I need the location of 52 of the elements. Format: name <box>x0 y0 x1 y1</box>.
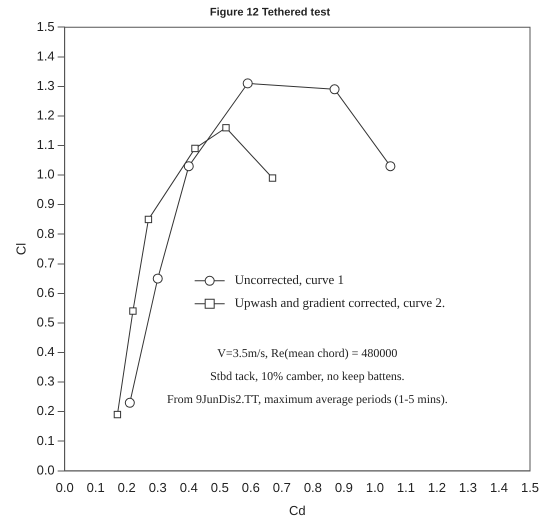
y-tick-label: 0.0 <box>36 462 55 478</box>
y-axis-title: Cl <box>13 242 28 256</box>
x-tick-label: 0.1 <box>86 480 105 496</box>
annotation: V=3.5m/s, Re(mean chord) = 480000 <box>217 346 398 360</box>
x-tick-label: 1.0 <box>366 480 384 496</box>
x-tick-label: 0.4 <box>180 480 198 496</box>
point <box>385 161 396 172</box>
x-tick-label: 0.9 <box>334 480 353 496</box>
chart-title: Figure 12 Tethered test <box>210 6 330 19</box>
point <box>129 307 137 315</box>
x-tick-label: 1.4 <box>490 480 508 496</box>
point <box>114 410 122 418</box>
y-tick-label: 1.2 <box>36 108 55 122</box>
point <box>330 84 340 94</box>
y-tick-label: 0.2 <box>36 403 55 418</box>
y-tick-label: 0.9 <box>36 196 55 212</box>
point <box>268 174 276 182</box>
point <box>184 161 194 172</box>
x-tick-label: 0.2 <box>118 480 136 496</box>
y-tick-label: 1.0 <box>36 166 55 182</box>
point <box>242 78 253 88</box>
legend-label: Uncorrected, curve 1 <box>234 272 344 288</box>
x-tick-label: 0.5 <box>210 480 229 496</box>
y-tick-label: 0.5 <box>36 314 55 330</box>
legend-label: Upwash and gradient corrected, curve 2. <box>234 295 446 310</box>
x-tick-label: 0.0 <box>56 480 74 496</box>
y-tick-label: 1.5 <box>36 18 55 34</box>
y-tick-label: 1.1 <box>36 137 55 152</box>
x-tick-label: 0.8 <box>304 480 322 496</box>
point <box>144 216 152 224</box>
y-tick-label: 0.7 <box>36 255 55 270</box>
annotation: Stbd tack, 10% camber, no keep battens. <box>210 368 405 383</box>
point <box>124 398 135 408</box>
x-tick-label: 1.1 <box>396 480 415 496</box>
annotation: From 9JunDis2.TT, maximum average periods (1-5 mins). <box>166 392 448 406</box>
x-tick-label: 1.2 <box>428 480 446 496</box>
x-tick-label: 0.3 <box>148 480 167 496</box>
y-tick-label: 1.4 <box>36 48 55 64</box>
x-tick-label: 1.3 <box>458 480 477 496</box>
y-tick-label: 0.4 <box>36 344 55 360</box>
point <box>191 144 199 152</box>
x-tick-label: 0.7 <box>272 480 291 496</box>
y-tick-label: 0.6 <box>36 284 55 300</box>
point <box>152 274 163 284</box>
x-axis-title: Cd <box>289 502 306 518</box>
y-tick-label: 0.8 <box>36 226 55 241</box>
x-tick-label: 1.5 <box>520 480 540 496</box>
y-tick-label: 0.3 <box>36 374 55 389</box>
x-tick-label: 0.6 <box>242 480 260 496</box>
point <box>222 124 230 132</box>
y-tick-label: 0.1 <box>36 432 55 448</box>
y-tick-label: 1.3 <box>36 78 55 93</box>
